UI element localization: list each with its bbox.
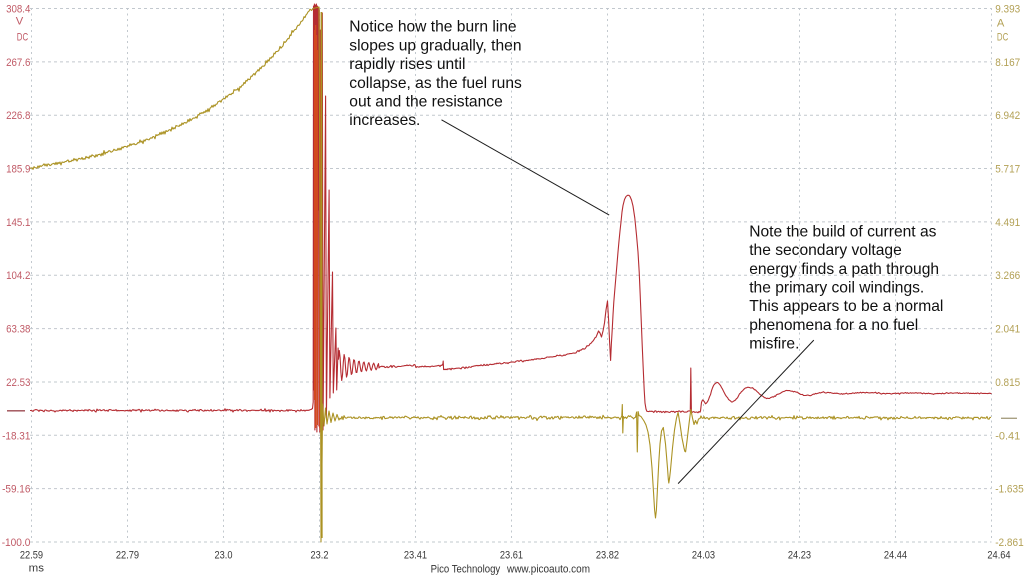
svg-text:This appears to be a normal: This appears to be a normal: [749, 298, 943, 315]
svg-text:out and the resistance: out and the resistance: [349, 94, 502, 111]
svg-text:63.38: 63.38: [6, 324, 30, 336]
svg-text:phenomena for a no fuel: phenomena for a no fuel: [749, 317, 918, 334]
svg-text:the primary coil windings.: the primary coil windings.: [749, 280, 924, 297]
svg-text:226.8: 226.8: [6, 110, 30, 122]
svg-text:-1.635: -1.635: [995, 484, 1024, 496]
svg-text:145.1: 145.1: [6, 217, 30, 229]
svg-text:-18.31: -18.31: [2, 430, 30, 442]
svg-text:2.041: 2.041: [995, 324, 1020, 336]
svg-text:energy finds a path through: energy finds a path through: [749, 261, 939, 278]
svg-text:slopes up gradually, then: slopes up gradually, then: [349, 37, 521, 54]
svg-text:8.167: 8.167: [995, 57, 1020, 69]
svg-text:DC: DC: [17, 31, 28, 43]
svg-text:24.44: 24.44: [884, 550, 907, 562]
svg-text:24.23: 24.23: [788, 550, 811, 562]
svg-text:ms: ms: [29, 562, 45, 574]
svg-text:4.491: 4.491: [995, 217, 1020, 229]
svg-text:23.41: 23.41: [404, 550, 427, 562]
svg-text:22.79: 22.79: [116, 550, 139, 562]
svg-text:22.53: 22.53: [6, 377, 30, 389]
svg-text:22.59: 22.59: [20, 550, 43, 562]
svg-text:3.266: 3.266: [995, 270, 1020, 282]
svg-text:V: V: [16, 16, 24, 28]
svg-text:24.03: 24.03: [692, 550, 715, 562]
svg-text:23.61: 23.61: [500, 550, 523, 562]
svg-text:Notice how the burn line: Notice how the burn line: [349, 19, 516, 36]
svg-text:185.9: 185.9: [6, 164, 30, 176]
svg-text:-59.16: -59.16: [2, 484, 30, 496]
svg-text:-2.861: -2.861: [995, 537, 1024, 549]
svg-text:23.2: 23.2: [311, 550, 329, 562]
svg-text:267.6: 267.6: [6, 57, 30, 69]
svg-text:www.picoauto.com: www.picoauto.com: [506, 563, 590, 575]
svg-text:-100.0: -100.0: [2, 537, 31, 549]
svg-text:308.4: 308.4: [6, 4, 30, 16]
svg-text:23.82: 23.82: [596, 550, 619, 562]
svg-text:-0.41: -0.41: [995, 430, 1020, 442]
svg-text:misfire.: misfire.: [749, 336, 799, 353]
svg-text:the secondary voltage: the secondary voltage: [749, 242, 902, 259]
svg-text:increases.: increases.: [349, 112, 420, 129]
svg-text:0.815: 0.815: [995, 377, 1020, 389]
svg-text:Note the build of current as: Note the build of current as: [749, 223, 936, 240]
svg-text:DC: DC: [997, 32, 1008, 44]
svg-text:9.393: 9.393: [995, 4, 1020, 16]
svg-text:23.0: 23.0: [215, 550, 233, 562]
svg-text:24.64: 24.64: [987, 550, 1010, 562]
svg-text:5.717: 5.717: [995, 164, 1020, 176]
svg-text:rapidly rises until: rapidly rises until: [349, 56, 465, 73]
svg-text:collapse, as the fuel runs: collapse, as the fuel runs: [349, 75, 522, 92]
svg-text:Pico Technology: Pico Technology: [431, 563, 501, 575]
svg-text:104.2: 104.2: [6, 270, 30, 282]
svg-text:6.942: 6.942: [995, 110, 1020, 122]
svg-text:A: A: [997, 18, 1005, 30]
